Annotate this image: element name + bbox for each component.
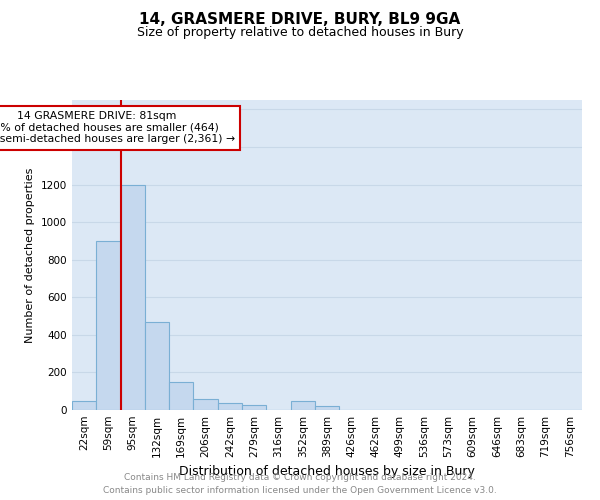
Text: Contains HM Land Registry data © Crown copyright and database right 2024.
Contai: Contains HM Land Registry data © Crown c…: [103, 474, 497, 495]
Bar: [145, 322, 169, 410]
Bar: [290, 400, 315, 410]
Bar: [121, 184, 145, 410]
Y-axis label: Number of detached properties: Number of detached properties: [25, 168, 35, 342]
Bar: [169, 382, 193, 410]
Bar: [96, 241, 121, 410]
Bar: [193, 398, 218, 410]
Text: 14, GRASMERE DRIVE, BURY, BL9 9GA: 14, GRASMERE DRIVE, BURY, BL9 9GA: [139, 12, 461, 28]
Bar: [72, 400, 96, 410]
Text: Size of property relative to detached houses in Bury: Size of property relative to detached ho…: [137, 26, 463, 39]
X-axis label: Distribution of detached houses by size in Bury: Distribution of detached houses by size …: [179, 466, 475, 478]
Bar: [315, 406, 339, 410]
Bar: [242, 406, 266, 410]
Text: 14 GRASMERE DRIVE: 81sqm
← 16% of detached houses are smaller (464)
83% of semi-: 14 GRASMERE DRIVE: 81sqm ← 16% of detach…: [0, 112, 235, 144]
Bar: [218, 404, 242, 410]
